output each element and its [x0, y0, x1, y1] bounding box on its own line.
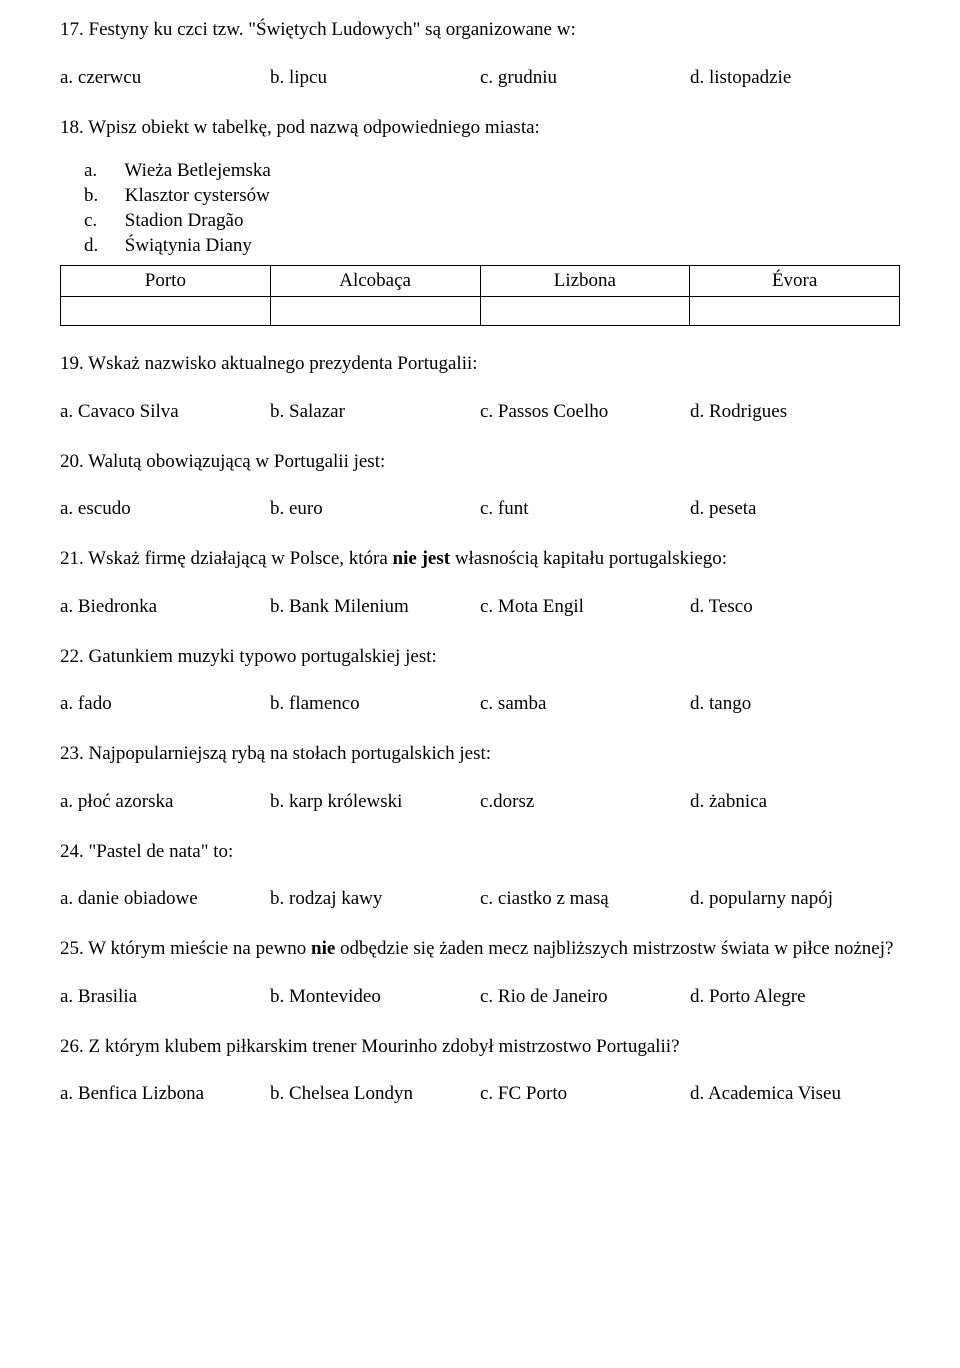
question-text: 24. "Pastel de nata" to:	[60, 840, 900, 864]
question-26: 26. Z którym klubem piłkarskim trener Mo…	[60, 1035, 900, 1107]
option-c: c. ciastko z masą	[480, 887, 690, 911]
table-cell[interactable]	[61, 297, 271, 326]
question-text: 19. Wskaż nazwisko aktualnego prezydenta…	[60, 352, 900, 376]
question-text-post: odbędzie się żaden mecz najbliższych mis…	[335, 938, 893, 959]
list-item-c: c. Stadion Dragão	[60, 209, 900, 233]
table-header-row: Porto Alcobaça Lizbona Évora	[61, 266, 900, 297]
list-text: Stadion Dragão	[125, 210, 244, 231]
table-cell[interactable]	[480, 297, 690, 326]
option-a: a. fado	[60, 692, 270, 716]
option-c: c. FC Porto	[480, 1082, 690, 1106]
options-row: a. czerwcu b. lipcu c. grudniu d. listop…	[60, 66, 900, 90]
option-a: a. danie obiadowe	[60, 887, 270, 911]
table-cell[interactable]	[690, 297, 900, 326]
options-row: a. escudo b. euro c. funt d. peseta	[60, 497, 900, 521]
question-21: 21. Wskaż firmę działającą w Polsce, któ…	[60, 547, 900, 619]
table-empty-row	[61, 297, 900, 326]
option-d: d. żabnica	[690, 790, 900, 814]
table-header-cell: Porto	[61, 266, 271, 297]
options-row: a. fado b. flamenco c. samba d. tango	[60, 692, 900, 716]
question-text: 22. Gatunkiem muzyki typowo portugalskie…	[60, 645, 900, 669]
option-b: b. Chelsea Londyn	[270, 1082, 480, 1106]
question-24: 24. "Pastel de nata" to: a. danie obiado…	[60, 840, 900, 912]
option-d: d. peseta	[690, 497, 900, 521]
question-20: 20. Walutą obowiązującą w Portugalii jes…	[60, 450, 900, 522]
list-letter: b.	[84, 184, 120, 208]
list-letter: d.	[84, 234, 120, 258]
list-letter: a.	[84, 159, 120, 183]
option-b: b. rodzaj kawy	[270, 887, 480, 911]
option-d: d. tango	[690, 692, 900, 716]
question-text-pre: 21. Wskaż firmę działającą w Polsce, któ…	[60, 548, 393, 569]
question-text: 23. Najpopularniejszą rybą na stołach po…	[60, 742, 900, 766]
options-row: a. płoć azorska b. karp królewski c.dors…	[60, 790, 900, 814]
options-row: a. Benfica Lizbona b. Chelsea Londyn c. …	[60, 1082, 900, 1106]
question-text: 21. Wskaż firmę działającą w Polsce, któ…	[60, 547, 900, 571]
options-row: a. Cavaco Silva b. Salazar c. Passos Coe…	[60, 400, 900, 424]
option-d: d. Porto Alegre	[690, 985, 900, 1009]
question-text-bold: nie jest	[393, 548, 451, 569]
question-17: 17. Festyny ku czci tzw. "Świętych Ludow…	[60, 18, 900, 90]
option-a: a. czerwcu	[60, 66, 270, 90]
option-b: b. euro	[270, 497, 480, 521]
option-d: d. Rodrigues	[690, 400, 900, 424]
option-a: a. Biedronka	[60, 595, 270, 619]
option-d: d. listopadzie	[690, 66, 900, 90]
option-a: a. płoć azorska	[60, 790, 270, 814]
question-25: 25. W którym mieście na pewno nie odbędz…	[60, 937, 900, 1009]
question-22: 22. Gatunkiem muzyki typowo portugalskie…	[60, 645, 900, 717]
option-a: a. Benfica Lizbona	[60, 1082, 270, 1106]
question-23: 23. Najpopularniejszą rybą na stołach po…	[60, 742, 900, 814]
question-text: 17. Festyny ku czci tzw. "Świętych Ludow…	[60, 18, 900, 42]
options-row: a. danie obiadowe b. rodzaj kawy c. cias…	[60, 887, 900, 911]
list-letter: c.	[84, 209, 120, 233]
options-row: a. Brasilia b. Montevideo c. Rio de Jane…	[60, 985, 900, 1009]
question-text: 20. Walutą obowiązującą w Portugalii jes…	[60, 450, 900, 474]
option-a: a. Brasilia	[60, 985, 270, 1009]
list-item-a: a. Wieża Betlejemska	[60, 159, 900, 183]
list-text: Wieża Betlejemska	[124, 160, 270, 181]
question-text: 18. Wpisz obiekt w tabelkę, pod nazwą od…	[60, 116, 900, 140]
option-c: c. grudniu	[480, 66, 690, 90]
option-b: b. karp królewski	[270, 790, 480, 814]
table-cell[interactable]	[270, 297, 480, 326]
question-text-post: własnością kapitału portugalskiego:	[450, 548, 727, 569]
city-table: Porto Alcobaça Lizbona Évora	[60, 265, 900, 326]
options-row: a. Biedronka b. Bank Milenium c. Mota En…	[60, 595, 900, 619]
option-d: d. Academica Viseu	[690, 1082, 900, 1106]
option-a: a. Cavaco Silva	[60, 400, 270, 424]
question-text: 25. W którym mieście na pewno nie odbędz…	[60, 937, 900, 961]
option-b: b. Bank Milenium	[270, 595, 480, 619]
list-text: Świątynia Diany	[125, 235, 252, 256]
option-a: a. escudo	[60, 497, 270, 521]
option-c: c.dorsz	[480, 790, 690, 814]
option-d: d. Tesco	[690, 595, 900, 619]
option-b: b. Salazar	[270, 400, 480, 424]
option-c: c. Mota Engil	[480, 595, 690, 619]
question-text: 26. Z którym klubem piłkarskim trener Mo…	[60, 1035, 900, 1059]
list-item-d: d. Świątynia Diany	[60, 234, 900, 258]
question-text-pre: 25. W którym mieście na pewno	[60, 938, 311, 959]
table-header-cell: Lizbona	[480, 266, 690, 297]
option-d: d. popularny napój	[690, 887, 900, 911]
list-item-b: b. Klasztor cystersów	[60, 184, 900, 208]
table-header-cell: Évora	[690, 266, 900, 297]
option-b: b. lipcu	[270, 66, 480, 90]
option-b: b. flamenco	[270, 692, 480, 716]
question-text-bold: nie	[311, 938, 335, 959]
question-18: 18. Wpisz obiekt w tabelkę, pod nazwą od…	[60, 116, 900, 327]
option-b: b. Montevideo	[270, 985, 480, 1009]
option-c: c. Passos Coelho	[480, 400, 690, 424]
list-text: Klasztor cystersów	[125, 185, 270, 206]
table-header-cell: Alcobaça	[270, 266, 480, 297]
question-19: 19. Wskaż nazwisko aktualnego prezydenta…	[60, 352, 900, 424]
option-c: c. Rio de Janeiro	[480, 985, 690, 1009]
option-c: c. funt	[480, 497, 690, 521]
option-c: c. samba	[480, 692, 690, 716]
